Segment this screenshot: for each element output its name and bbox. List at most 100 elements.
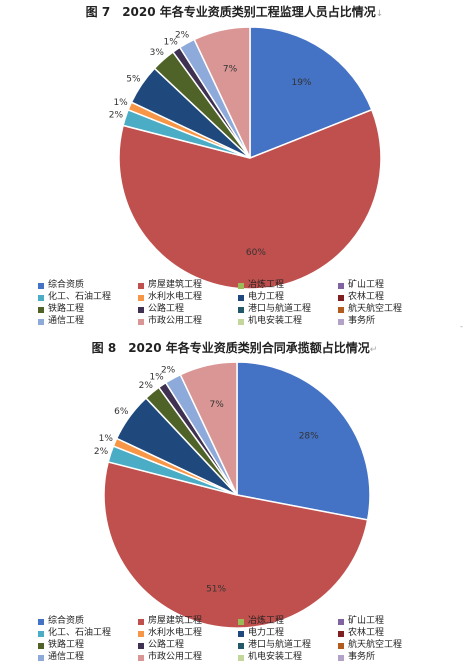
data-label: 1% <box>164 37 179 47</box>
pie-chart-8: 28%51%2%1%6%2%1%2%7% <box>94 361 371 629</box>
legend-item: 冶炼工程 <box>238 280 338 291</box>
data-label: 7% <box>223 65 238 75</box>
data-label: 28% <box>299 432 319 442</box>
legend-label: 事务所 <box>348 652 376 662</box>
figure-7: 图 7 2020 年各专业资质类别工程监理人员占比情况↓ 19% 60% 2% 1% 5… <box>0 0 469 332</box>
legend-swatch <box>38 282 44 289</box>
data-label: 2% <box>161 366 176 376</box>
legend-label: 综合资质 <box>48 280 85 290</box>
legend-item: 综合资质 <box>38 280 138 291</box>
pie-slice-14 <box>179 361 238 496</box>
legend-item: 市政公用工程 <box>138 652 238 663</box>
data-label: 3% <box>150 48 165 58</box>
legend-label: 航天航空工程 <box>348 640 403 650</box>
edge-mark: - <box>460 322 463 331</box>
legend-item: 事务所 <box>338 316 438 327</box>
legend-swatch <box>338 318 344 325</box>
legend-swatch <box>38 306 44 313</box>
legend-item: 铁路工程 <box>38 304 138 315</box>
legend-item: 通信工程 <box>38 652 138 663</box>
pie-chart-7: 19%60%2%1%5%3%1%2%7% <box>109 26 382 290</box>
legend-label: 市政公用工程 <box>148 316 203 326</box>
legend-8: 综合资质 房屋建筑工程 冶炼工程 矿山工程 化工、石油工程 水利水电工程 电力工程 农林工程铁… <box>38 616 438 663</box>
legend-label: 矿山工程 <box>348 280 385 290</box>
legend-item: 农林工程 <box>338 292 438 303</box>
legend-label: 港口与航道工程 <box>248 304 312 314</box>
legend-label: 机电安装工程 <box>248 316 303 326</box>
data-label: 2% <box>109 110 124 120</box>
legend-swatch <box>338 618 344 625</box>
legend-swatch <box>138 306 144 313</box>
legend-swatch <box>38 642 44 649</box>
legend-item: 市政公用工程 <box>138 316 238 327</box>
legend-swatch <box>238 294 244 301</box>
data-label: 7% <box>210 400 225 410</box>
legend-item: 港口与航道工程 <box>238 304 338 315</box>
legend-item: 房屋建筑工程 <box>138 280 238 291</box>
legend-item: 事务所 <box>338 652 438 663</box>
legend-label: 冶炼工程 <box>248 280 285 290</box>
legend-label: 航天航空工程 <box>348 304 403 314</box>
legend-swatch <box>138 318 144 325</box>
legend-item: 公路工程 <box>138 640 238 651</box>
legend-swatch <box>138 294 144 301</box>
legend-item: 港口与航道工程 <box>238 640 338 651</box>
data-label: 60% <box>246 248 266 258</box>
legend-item: 水利水电工程 <box>138 628 238 639</box>
data-label: 2% <box>139 381 154 391</box>
legend-swatch <box>238 618 244 625</box>
legend-swatch <box>238 318 244 325</box>
data-label: 1% <box>149 373 164 383</box>
legend-item: 通信工程 <box>38 316 138 327</box>
legend-item: 农林工程 <box>338 628 438 639</box>
legend-label: 公路工程 <box>148 640 185 650</box>
legend-label: 电力工程 <box>248 292 285 302</box>
legend-swatch <box>38 654 44 661</box>
legend-label: 市政公用工程 <box>148 652 203 662</box>
paragraph-mark: ↵ <box>369 345 378 355</box>
legend-swatch <box>38 294 44 301</box>
legend-item: 机电安装工程 <box>238 652 338 663</box>
legend-label: 通信工程 <box>48 652 85 662</box>
legend-label: 水利水电工程 <box>148 628 203 638</box>
legend-label: 事务所 <box>348 316 376 326</box>
legend-item: 房屋建筑工程 <box>138 616 238 627</box>
data-label: 51% <box>206 585 226 595</box>
legend-swatch <box>238 642 244 649</box>
legend-item: 水利水电工程 <box>138 292 238 303</box>
legend-label: 房屋建筑工程 <box>148 616 203 626</box>
legend-label: 机电安装工程 <box>248 652 303 662</box>
data-label: 5% <box>126 75 141 85</box>
legend-item: 航天航空工程 <box>338 640 438 651</box>
legend-swatch <box>38 318 44 325</box>
data-label: 2% <box>94 447 109 457</box>
legend-label: 铁路工程 <box>48 304 85 314</box>
legend-swatch <box>138 642 144 649</box>
legend-swatch <box>338 654 344 661</box>
legend-item: 矿山工程 <box>338 616 438 627</box>
legend-item: 矿山工程 <box>338 280 438 291</box>
legend-swatch <box>338 630 344 637</box>
legend-swatch <box>138 282 144 289</box>
legend-item: 公路工程 <box>138 304 238 315</box>
chart-title: 图 8 2020 年各专业资质类别合同承揽额占比情况↵ <box>91 341 378 355</box>
data-label: 6% <box>114 407 129 417</box>
legend-swatch <box>138 654 144 661</box>
pie-slice-1 <box>249 26 373 160</box>
legend-swatch <box>338 294 344 301</box>
pie-slice-1 <box>236 361 371 521</box>
legend-item: 化工、石油工程 <box>38 292 138 303</box>
legend-label: 电力工程 <box>248 628 285 638</box>
legend-item: 化工、石油工程 <box>38 628 138 639</box>
legend-label: 农林工程 <box>348 628 385 638</box>
pie-slice-2 <box>118 108 382 290</box>
legend-item: 机电安装工程 <box>238 316 338 327</box>
data-label: 19% <box>291 78 311 88</box>
legend-swatch <box>338 282 344 289</box>
figure-8: 图 8 2020 年各专业资质类别合同承揽额占比情况↵ 28% 51% 2% 1% 6%… <box>0 336 469 668</box>
legend-label: 农林工程 <box>348 292 385 302</box>
legend-label: 铁路工程 <box>48 640 85 650</box>
data-label: 1% <box>99 434 114 444</box>
legend-item: 电力工程 <box>238 628 338 639</box>
legend-swatch <box>238 306 244 313</box>
